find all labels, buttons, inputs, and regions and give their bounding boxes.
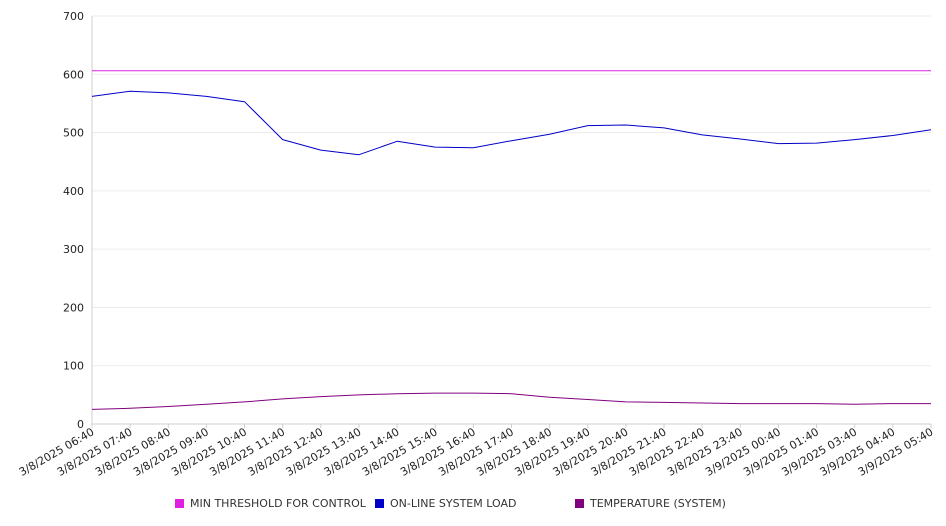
- legend-swatch-min-threshold: [175, 499, 184, 508]
- legend-swatch-system-load: [375, 499, 384, 508]
- x-axis-tick-labels: 3/8/2025 06:403/8/2025 07:403/8/2025 08:…: [17, 425, 936, 479]
- y-tick-label: 200: [63, 301, 84, 314]
- y-tick-label: 0: [77, 418, 84, 431]
- legend-label-min-threshold: MIN THRESHOLD FOR CONTROL: [190, 497, 366, 510]
- legend-item-temperature: TEMPERATURE (SYSTEM): [575, 497, 726, 510]
- legend-item-system-load: ON-LINE SYSTEM LOAD: [375, 497, 516, 510]
- y-tick-label: 300: [63, 243, 84, 256]
- series-lines: [91, 70, 932, 410]
- legend-item-min-threshold: MIN THRESHOLD FOR CONTROL: [175, 497, 366, 510]
- y-tick-label: 400: [63, 185, 84, 198]
- y-tick-label: 600: [63, 68, 84, 81]
- y-tick-label: 700: [63, 10, 84, 23]
- legend: MIN THRESHOLD FOR CONTROL ON-LINE SYSTEM…: [0, 497, 946, 515]
- legend-label-temperature: TEMPERATURE (SYSTEM): [590, 497, 726, 510]
- legend-label-system-load: ON-LINE SYSTEM LOAD: [390, 497, 517, 510]
- gridlines: [92, 15, 931, 425]
- series-line-system-load: [91, 90, 932, 156]
- y-tick-label: 500: [63, 127, 84, 140]
- y-axis-tick-labels: 0 100 200 300 400 500 600 700: [63, 10, 84, 431]
- axes: [91, 16, 932, 428]
- line-chart: 0 100 200 300 400 500 600 700 3/8/2025 06:403/8…: [17, 10, 936, 479]
- series-line-temperature: [91, 392, 931, 410]
- y-tick-label: 100: [63, 360, 84, 373]
- legend-swatch-temperature: [575, 499, 584, 508]
